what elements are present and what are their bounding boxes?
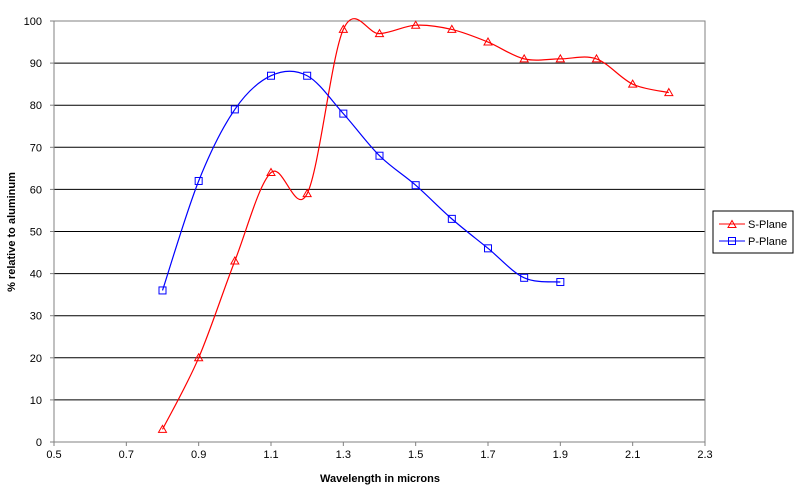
data-point-s-plane [591,53,602,63]
x-tick-label: 0.7 [119,449,134,461]
y-axis-title: % relative to aluminum [6,172,18,292]
data-point-p-plane [230,105,239,114]
data-point-s-plane [410,20,421,29]
data-point-p-plane [194,176,203,185]
y-tick-label: 70 [30,142,42,154]
gridlines [54,20,705,401]
series-lines [161,18,669,430]
data-point-s-plane [374,28,385,38]
data-point-s-plane [229,255,240,265]
data-point-s-plane [483,37,493,46]
data-point-s-plane [663,87,674,97]
data-point-s-plane [555,53,566,63]
x-tick-label: 1.9 [553,449,568,461]
data-point-p-plane [375,151,384,160]
x-tick-label: 2.1 [625,449,640,461]
tick-labels: 0 10 20 30 40 50 60 70 80 90 100 0.5 0.7 0.9 1.1 1.3 1.5… [24,16,713,461]
data-point-p-plane [447,214,456,223]
data-point-s-plane [302,188,313,198]
x-tick-label: 1.5 [408,449,423,461]
y-tick-label: 100 [24,16,42,28]
data-point-p-plane [303,71,312,80]
data-point-p-plane [484,244,492,253]
data-point-s-plane [338,24,349,33]
legend: S-Plane P-Plane [712,210,794,254]
data-point-s-plane [193,352,204,362]
y-tick-label: 10 [30,395,42,407]
y-tick-label: 60 [30,184,42,196]
x-tick-label: 0.9 [191,449,206,461]
data-point-p-plane [556,278,565,287]
x-tick-label: 1.1 [263,449,278,461]
legend-label-p-plane: P-Plane [748,236,787,248]
y-tick-label: 0 [36,437,42,449]
data-point-s-plane [266,167,276,177]
x-tick-label: 0.5 [46,449,61,461]
legend-label-s-plane: S-Plane [748,219,787,231]
series-line-p-plane [161,70,561,291]
data-point-p-plane [158,286,167,295]
y-tick-label: 50 [30,227,42,239]
x-tick-label: 2.3 [697,449,712,461]
data-point-s-plane [157,424,168,433]
legend-box [712,210,794,254]
series-markers [157,20,674,433]
y-tick-label: 20 [30,353,42,365]
x-tick-label: 1.7 [480,449,495,461]
series-line-s-plane [161,18,669,430]
data-point-s-plane [627,79,638,88]
x-tick-label: 1.3 [336,449,351,461]
legend-marker-p-plane [728,237,736,245]
y-tick-label: 40 [30,269,42,281]
legend-marker-s-plane [727,219,737,228]
data-point-s-plane [446,24,457,33]
data-point-p-plane [267,71,275,80]
x-axis-title: Wavelength in microns [320,473,440,485]
y-tick-label: 30 [30,311,42,323]
data-point-p-plane [520,273,529,282]
y-tick-label: 80 [30,100,42,112]
data-point-p-plane [339,109,348,118]
data-point-p-plane [411,181,420,190]
y-tick-label: 90 [30,58,42,70]
data-point-s-plane [519,53,530,63]
